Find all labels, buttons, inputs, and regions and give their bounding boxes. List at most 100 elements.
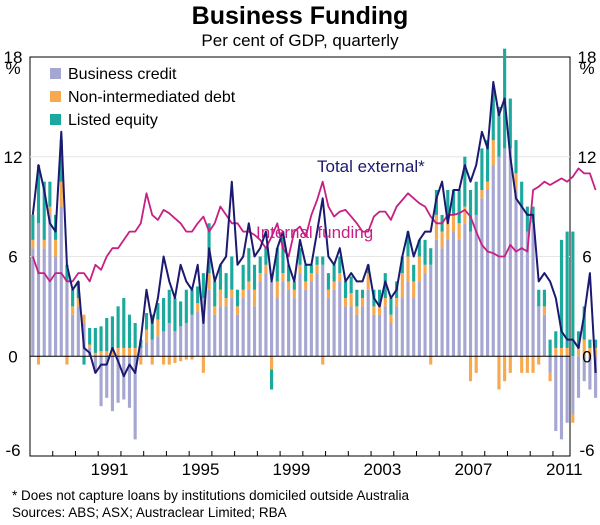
bar-non-intermediated-debt [167,356,171,365]
bar-non-intermediated-debt [332,281,336,290]
bar-non-intermediated-debt [559,347,564,357]
bar-business-credit [395,306,399,357]
y-tick-left: -6 [5,441,20,460]
bar-non-intermediated-debt [565,347,569,357]
bar-listed-equity [65,264,69,282]
bar-non-intermediated-debt [548,372,552,382]
bar-listed-equity [576,331,581,348]
total-external-line [31,80,597,378]
bar-business-credit [190,314,194,357]
bar-non-intermediated-debt [190,356,194,360]
bar-business-credit [264,273,268,357]
bar-non-intermediated-debt [304,281,308,290]
bar-non-intermediated-debt [88,344,92,348]
bar-listed-equity [48,181,52,207]
bar-non-intermediated-debt [395,298,399,307]
bar-listed-equity [59,140,63,182]
bar-business-credit [565,356,569,423]
bar-non-intermediated-debt [514,173,518,190]
bar-non-intermediated-debt [264,264,268,274]
bar-business-credit [224,306,228,357]
bar-listed-equity [82,356,86,365]
bar-non-intermediated-debt [298,264,302,274]
bar-listed-equity [497,106,501,157]
bar-listed-equity [275,248,279,282]
bar-non-intermediated-debt [93,352,97,357]
bar-non-intermediated-debt [309,273,313,282]
legend-swatch-business-credit [50,68,61,79]
left-unit-label: % [5,59,20,78]
bar-non-intermediated-debt [82,314,86,323]
bar-listed-equity [514,140,518,174]
bar-business-credit [326,298,330,357]
bar-non-intermediated-debt [508,356,512,373]
x-tick-label: 1999 [273,460,311,479]
bar-non-intermediated-debt [355,306,359,315]
bar-listed-equity [304,264,308,282]
bar-listed-equity [270,369,274,390]
bar-non-intermediated-debt [520,356,524,373]
bar-business-credit [332,289,336,357]
bar-business-credit [525,231,529,357]
bar-business-credit [230,298,234,357]
bar-listed-equity [474,181,478,215]
bar-listed-equity [537,289,541,307]
bar-business-credit [537,306,541,357]
bar-listed-equity [42,181,46,240]
bar-business-credit [440,248,444,357]
bar-non-intermediated-debt [105,351,109,357]
bar-non-intermediated-debt [417,256,421,282]
bar-listed-equity [406,231,410,257]
bar-listed-equity [315,256,319,265]
bar-listed-equity [446,190,450,215]
internal-funding-label: Internal funding [256,223,373,242]
bar-business-credit [468,231,473,357]
bar-non-intermediated-debt [400,273,404,299]
bar-listed-equity [582,306,586,340]
bar-business-credit [218,306,222,357]
bar-non-intermediated-debt [474,356,478,373]
total-external-label: Total external* [317,157,425,176]
x-tick-label: 2011 [546,460,583,479]
bar-business-credit [446,239,450,357]
bar-listed-equity [491,90,495,141]
internal-funding-line [31,167,597,283]
bar-business-credit [434,239,438,357]
y-axis-tick-labels: 18 18 12 12 6 6 0 0 -6 -6 [4,48,597,460]
bar-non-intermediated-debt [582,339,586,357]
bar-business-credit [110,356,114,412]
bar-business-credit [116,356,120,403]
bar-non-intermediated-debt [213,306,217,315]
bar-non-intermediated-debt [372,306,376,315]
bar-listed-equity [264,248,268,265]
bar-business-credit [304,289,308,357]
bar-listed-equity [486,140,490,182]
bar-business-credit [514,190,518,357]
bar-non-intermediated-debt [389,314,393,323]
bar-non-intermediated-debt [525,356,529,373]
bar-listed-equity [400,256,404,274]
bar-business-credit [252,306,257,357]
bar-business-credit [491,165,495,357]
bar-listed-equity [213,281,217,307]
y-tick-left: 0 [8,347,17,366]
bar-non-intermediated-debt [241,289,245,299]
bar-listed-equity [417,239,421,257]
bar-listed-equity [93,327,97,353]
bar-non-intermediated-debt [258,273,262,282]
bar-business-credit [315,273,319,357]
bar-business-credit [366,289,370,357]
bar-non-intermediated-debt [491,140,495,166]
bar-listed-equity [252,264,257,290]
bar-listed-equity [292,281,296,290]
bar-listed-equity [258,256,262,274]
x-tick-label: 2003 [364,460,402,479]
bar-business-credit [486,190,490,357]
bar-listed-equity [110,316,114,350]
bar-listed-equity [457,190,461,224]
bar-listed-equity [559,239,564,348]
bar-listed-equity [156,303,160,320]
bar-business-credit [207,289,211,357]
bar-listed-equity [378,289,382,307]
bar-non-intermediated-debt [287,281,291,290]
